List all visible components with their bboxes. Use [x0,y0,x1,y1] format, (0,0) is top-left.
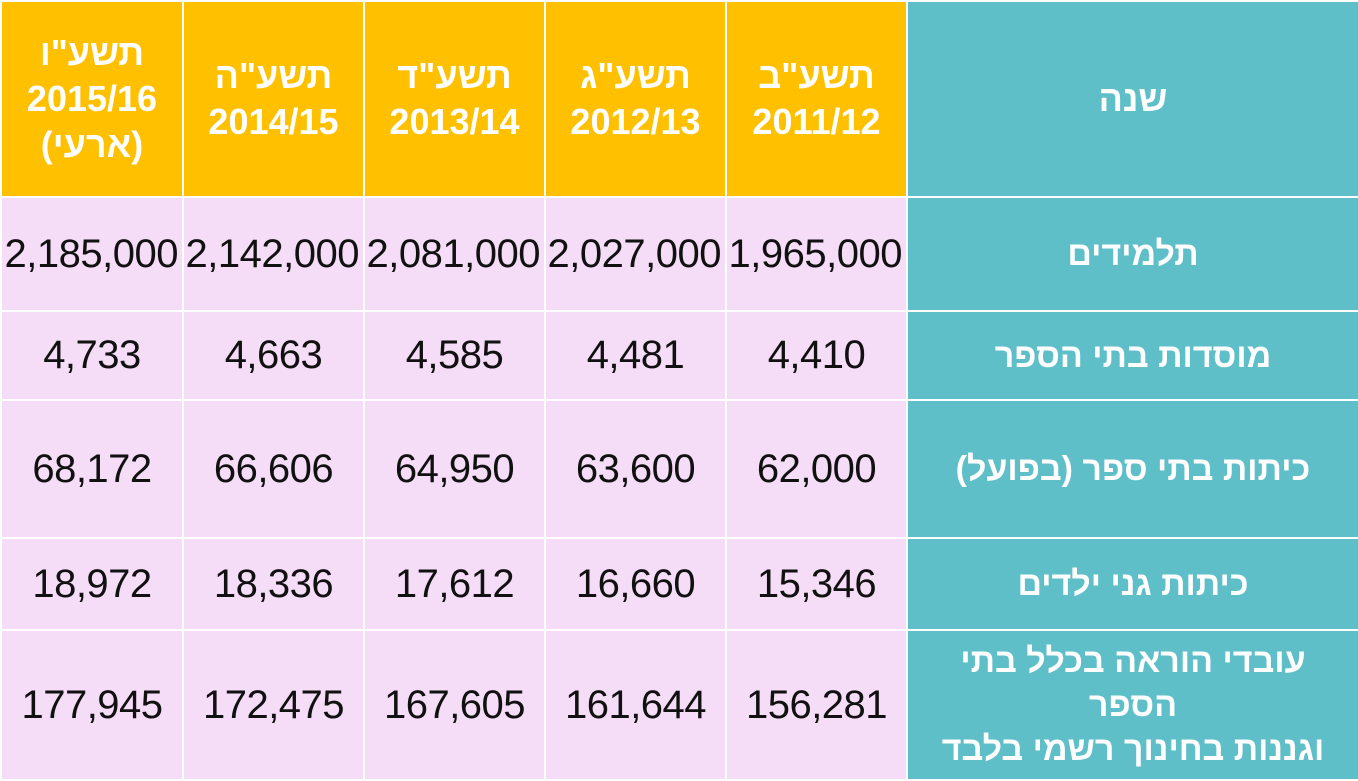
table-cell: 161,644 [544,629,727,781]
table-cell: 17,612 [363,537,546,631]
table-row-students: תלמידים 1,965,000 2,027,000 2,081,000 2,… [0,196,1358,312]
year-header-2011-12: תשע"ב 2011/12 [725,0,908,198]
table-cell: 4,663 [182,310,365,401]
table-cell: 4,410 [725,310,908,401]
table-row-school-classes: כיתות בתי ספר (בפועל) 62,000 63,600 64,9… [0,399,1358,539]
year-header-2013-14: תשע"ד 2013/14 [363,0,546,198]
row-label-kindergarten-classes: כיתות גני ילדים [906,537,1358,631]
table-cell: 18,972 [0,537,184,631]
year-header-2015-16: תשע"ו 2015/16 (ארעי) [0,0,184,198]
table-cell: 1,965,000 [725,196,908,312]
table-cell: 64,950 [363,399,546,539]
row-label-students: תלמידים [906,196,1358,312]
year-corner-header: שנה [906,0,1358,198]
table-header-row: שנה תשע"ב 2011/12 תשע"ג 2012/13 תשע"ד 2013/… [0,0,1358,198]
table-cell: 18,336 [182,537,365,631]
table-cell: 2,142,000 [182,196,365,312]
table-cell: 2,027,000 [544,196,727,312]
row-label-teaching-staff: עובדי הוראה בכלל בתי הספר וגננות בחינוך ר… [906,629,1358,781]
row-label-school-classes: כיתות בתי ספר (בפועל) [906,399,1358,539]
table-cell: 172,475 [182,629,365,781]
table-cell: 167,605 [363,629,546,781]
year-header-2014-15: תשע"ה 2014/15 [182,0,365,198]
table-cell: 177,945 [0,629,184,781]
table-row-schools: מוסדות בתי הספר 4,410 4,481 4,585 4,663 … [0,310,1358,401]
table-row-kindergarten-classes: כיתות גני ילדים 15,346 16,660 17,612 18,… [0,537,1358,631]
table-cell: 2,185,000 [0,196,184,312]
table-cell: 4,481 [544,310,727,401]
table-cell: 62,000 [725,399,908,539]
table-cell: 156,281 [725,629,908,781]
table-row-teaching-staff: עובדי הוראה בכלל בתי הספר וגננות בחינוך ר… [0,629,1358,781]
table-cell: 15,346 [725,537,908,631]
table-cell: 68,172 [0,399,184,539]
row-label-schools: מוסדות בתי הספר [906,310,1358,401]
table-cell: 66,606 [182,399,365,539]
table-cell: 4,733 [0,310,184,401]
table-cell: 4,585 [363,310,546,401]
year-header-2012-13: תשע"ג 2012/13 [544,0,727,198]
table-cell: 63,600 [544,399,727,539]
table-cell: 2,081,000 [363,196,546,312]
table-cell: 16,660 [544,537,727,631]
